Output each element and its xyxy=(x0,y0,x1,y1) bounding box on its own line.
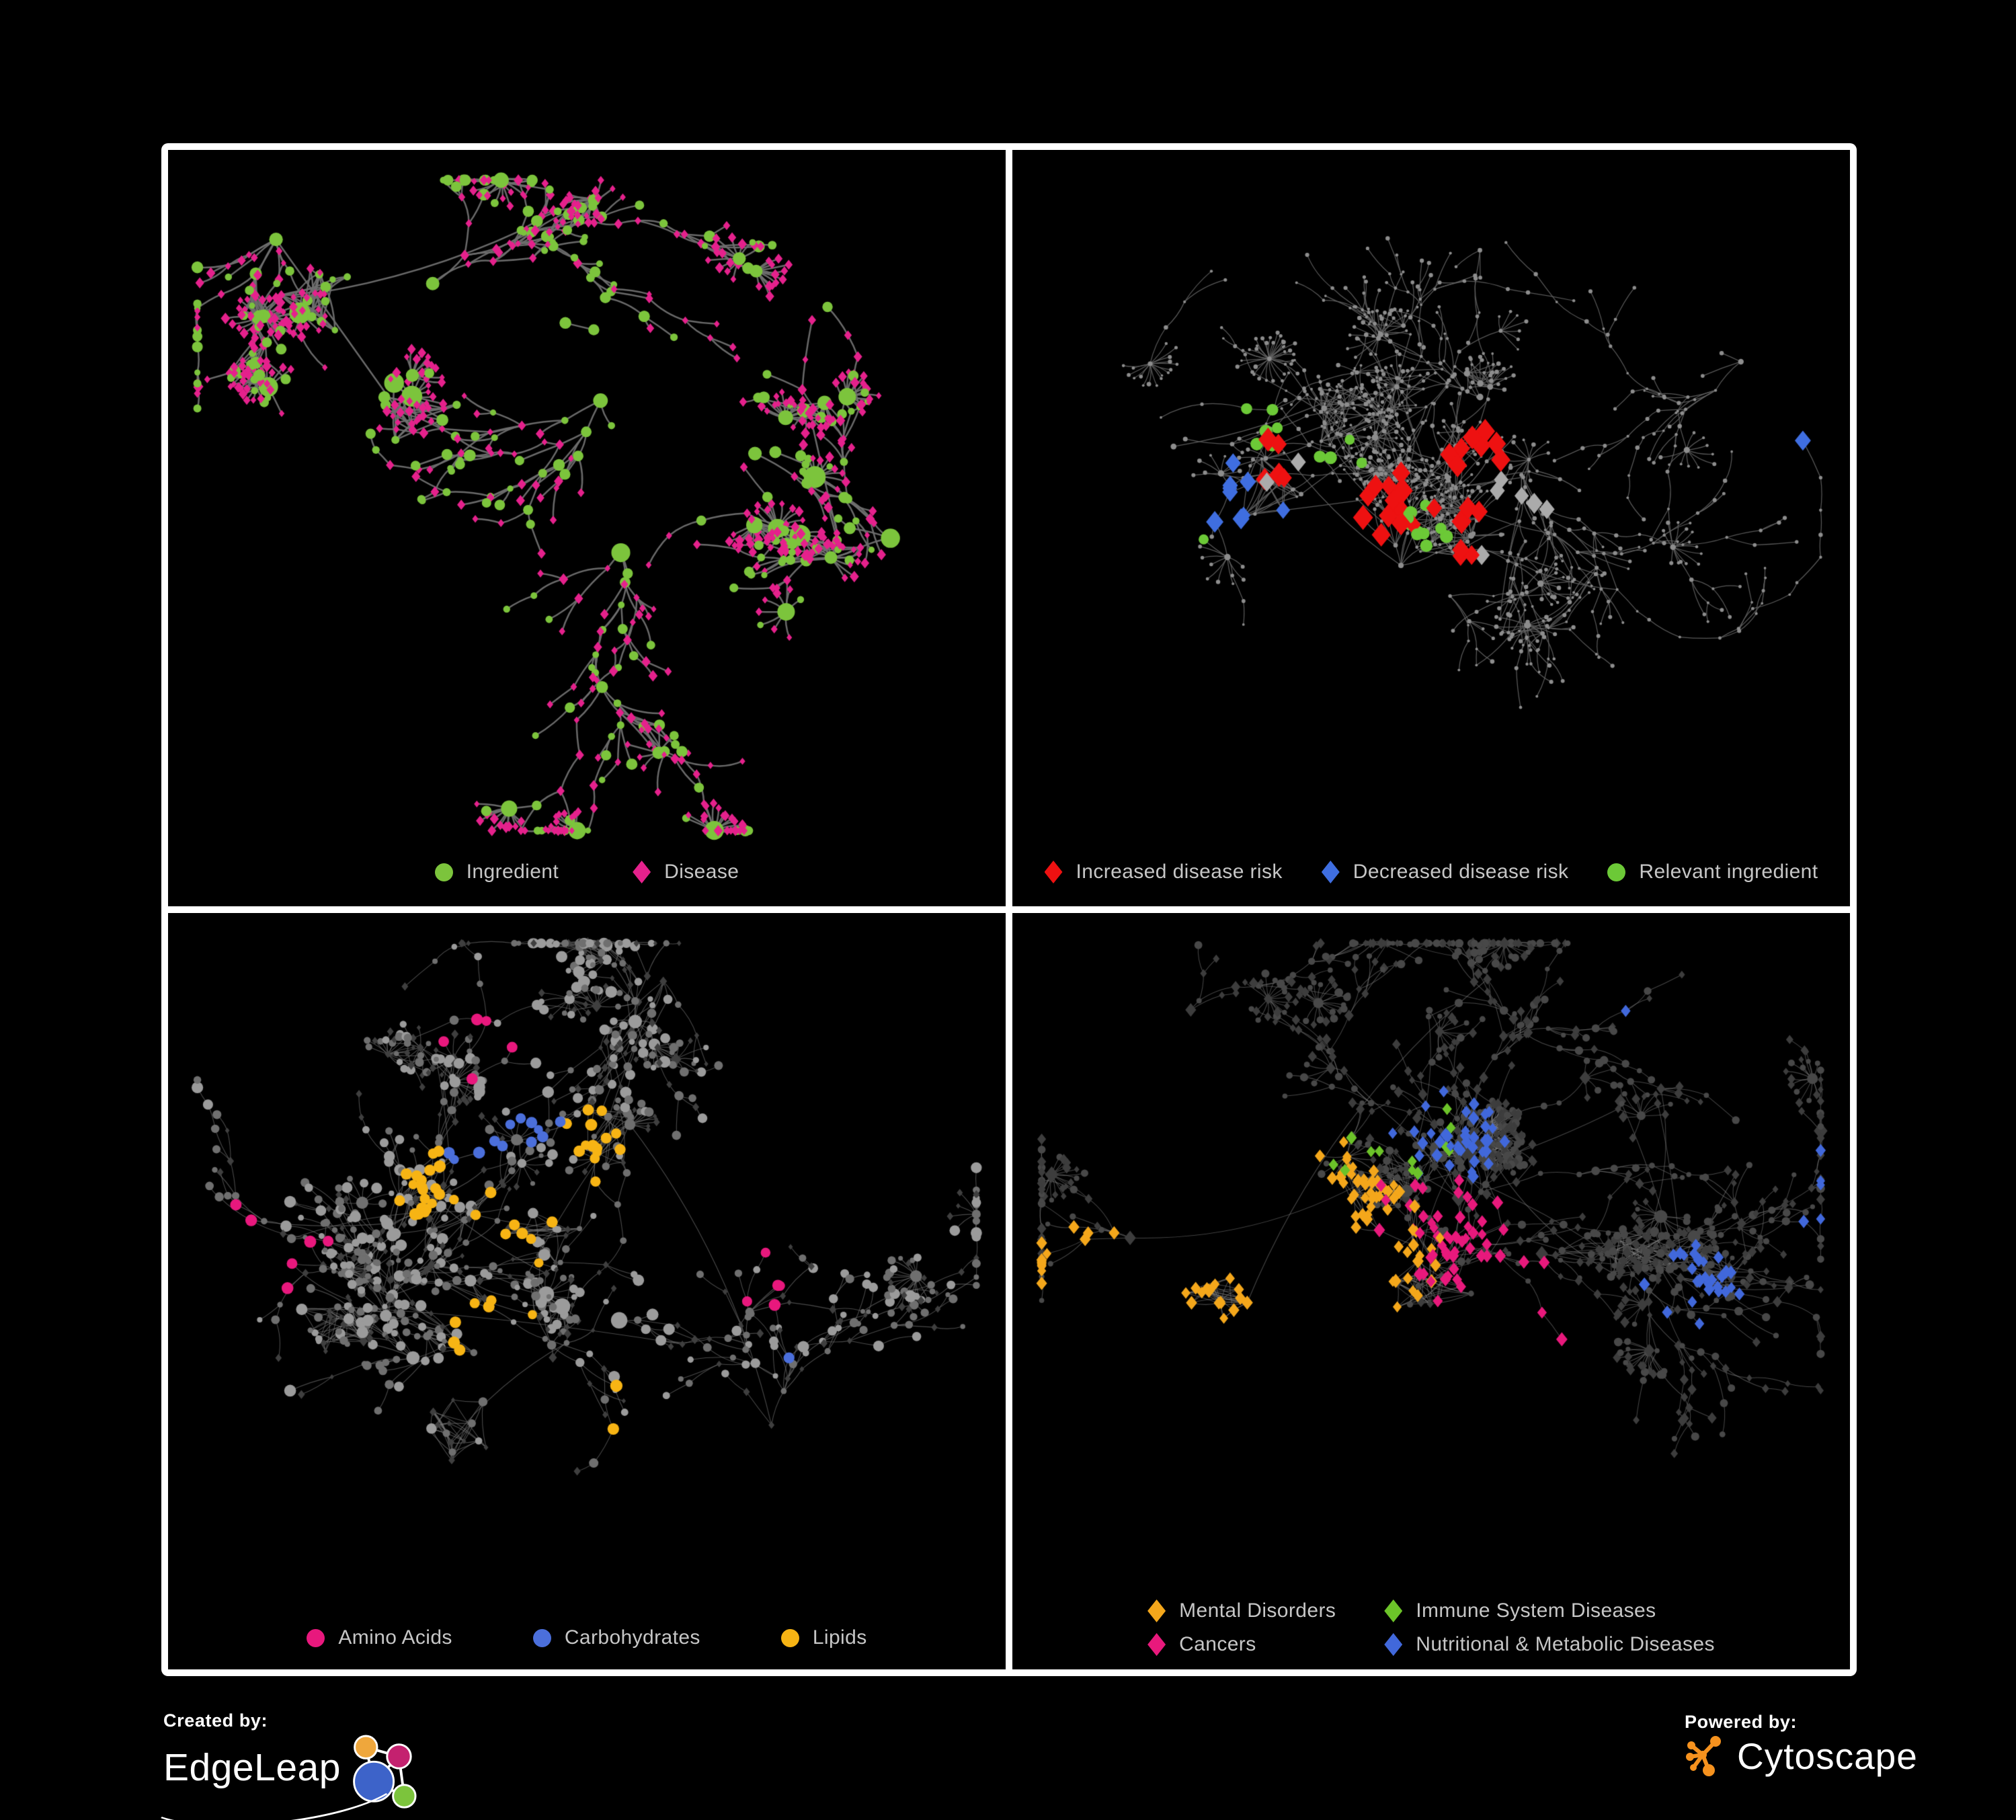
legend-label: Mental Disorders xyxy=(1179,1599,1336,1622)
legend-item: Disease xyxy=(633,861,739,883)
legend-nutrient-classes: Amino Acids Carbohydrates Lipids xyxy=(168,1626,1006,1649)
lipids-marker-icon xyxy=(780,1628,799,1647)
increased-risk-marker-icon xyxy=(1044,861,1063,883)
legend-label: Amino Acids xyxy=(338,1626,452,1649)
legend-item: Amino Acids xyxy=(307,1626,452,1649)
network-graph-disease-classes xyxy=(1012,913,1850,1669)
legend-item: Ingredient xyxy=(434,861,559,883)
cancers-marker-icon xyxy=(1147,1633,1166,1656)
legend-item: Carbohydrates xyxy=(532,1626,700,1649)
network-graph-disease-risk xyxy=(1012,150,1850,906)
disease-marker-icon xyxy=(633,861,651,883)
legend-item: Relevant ingredient xyxy=(1607,861,1818,883)
legend-label: Cancers xyxy=(1179,1633,1256,1655)
legend-disease-classes: Mental Disorders Immune System Diseases … xyxy=(1012,1599,1850,1656)
ingredient-marker-icon xyxy=(434,863,453,881)
edgeleap-wordmark: EdgeLeap xyxy=(163,1746,341,1789)
edgeleap-network-icon xyxy=(353,1735,417,1809)
legend-ingredient-disease: Ingredient Disease xyxy=(168,861,1006,883)
panel-disease-risk: Increased disease risk Decreased disease… xyxy=(1012,150,1850,906)
legend-item: Cancers xyxy=(1147,1633,1336,1656)
relevant-ingredient-marker-icon xyxy=(1607,863,1626,881)
panel-disease-classes: Mental Disorders Immune System Diseases … xyxy=(1012,913,1850,1669)
legend-item: Decreased disease risk xyxy=(1321,861,1569,883)
legend-item: Nutritional & Metabolic Diseases xyxy=(1384,1633,1715,1656)
edgeleap-logo: EdgeLeap xyxy=(137,1733,417,1820)
legend-label: Decreased disease risk xyxy=(1353,861,1569,883)
legend-item: Increased disease risk xyxy=(1044,861,1283,883)
legend-item: Lipids xyxy=(780,1626,867,1649)
legend-label: Increased disease risk xyxy=(1076,861,1283,883)
created-by-label: Created by: xyxy=(163,1710,268,1731)
network-graph-nutrient-classes xyxy=(168,913,1006,1669)
legend-label: Carbohydrates xyxy=(564,1626,700,1649)
legend-disease-risk: Increased disease risk Decreased disease… xyxy=(1012,861,1850,883)
decreased-risk-marker-icon xyxy=(1321,861,1340,883)
amino-acids-marker-icon xyxy=(307,1628,325,1647)
legend-item: Immune System Diseases xyxy=(1384,1599,1715,1622)
legend-item: Mental Disorders xyxy=(1147,1599,1336,1622)
powered-by-credit: Powered by: Cytosc xyxy=(1685,1712,1918,1778)
panel-ingredient-disease: Ingredient Disease xyxy=(168,150,1006,906)
legend-label: Relevant ingredient xyxy=(1639,861,1818,883)
created-by-credit: Created by: EdgeLeap xyxy=(137,1710,417,1820)
cytoscape-wordmark: Cytoscape xyxy=(1737,1735,1918,1777)
panel-nutrient-classes: Amino Acids Carbohydrates Lipids xyxy=(168,913,1006,1669)
mental-disorders-marker-icon xyxy=(1147,1599,1166,1622)
cytoscape-logo: Cytoscape xyxy=(1685,1734,1918,1778)
powered-by-label: Powered by: xyxy=(1685,1712,1798,1732)
legend-label: Ingredient xyxy=(466,861,559,883)
panel-grid: Ingredient Disease Increased disease ris… xyxy=(161,143,1857,1676)
carbohydrates-marker-icon xyxy=(532,1628,551,1647)
cytoscape-network-icon xyxy=(1686,1736,1721,1776)
immune-system-diseases-marker-icon xyxy=(1384,1599,1403,1622)
legend-label: Immune System Diseases xyxy=(1416,1599,1656,1622)
legend-label: Disease xyxy=(664,861,739,883)
network-graph-ingredient-disease xyxy=(168,150,1006,906)
legend-label: Lipids xyxy=(812,1626,867,1649)
legend-label: Nutritional & Metabolic Diseases xyxy=(1416,1633,1715,1655)
nutritional-metabolic-diseases-marker-icon xyxy=(1384,1633,1403,1656)
